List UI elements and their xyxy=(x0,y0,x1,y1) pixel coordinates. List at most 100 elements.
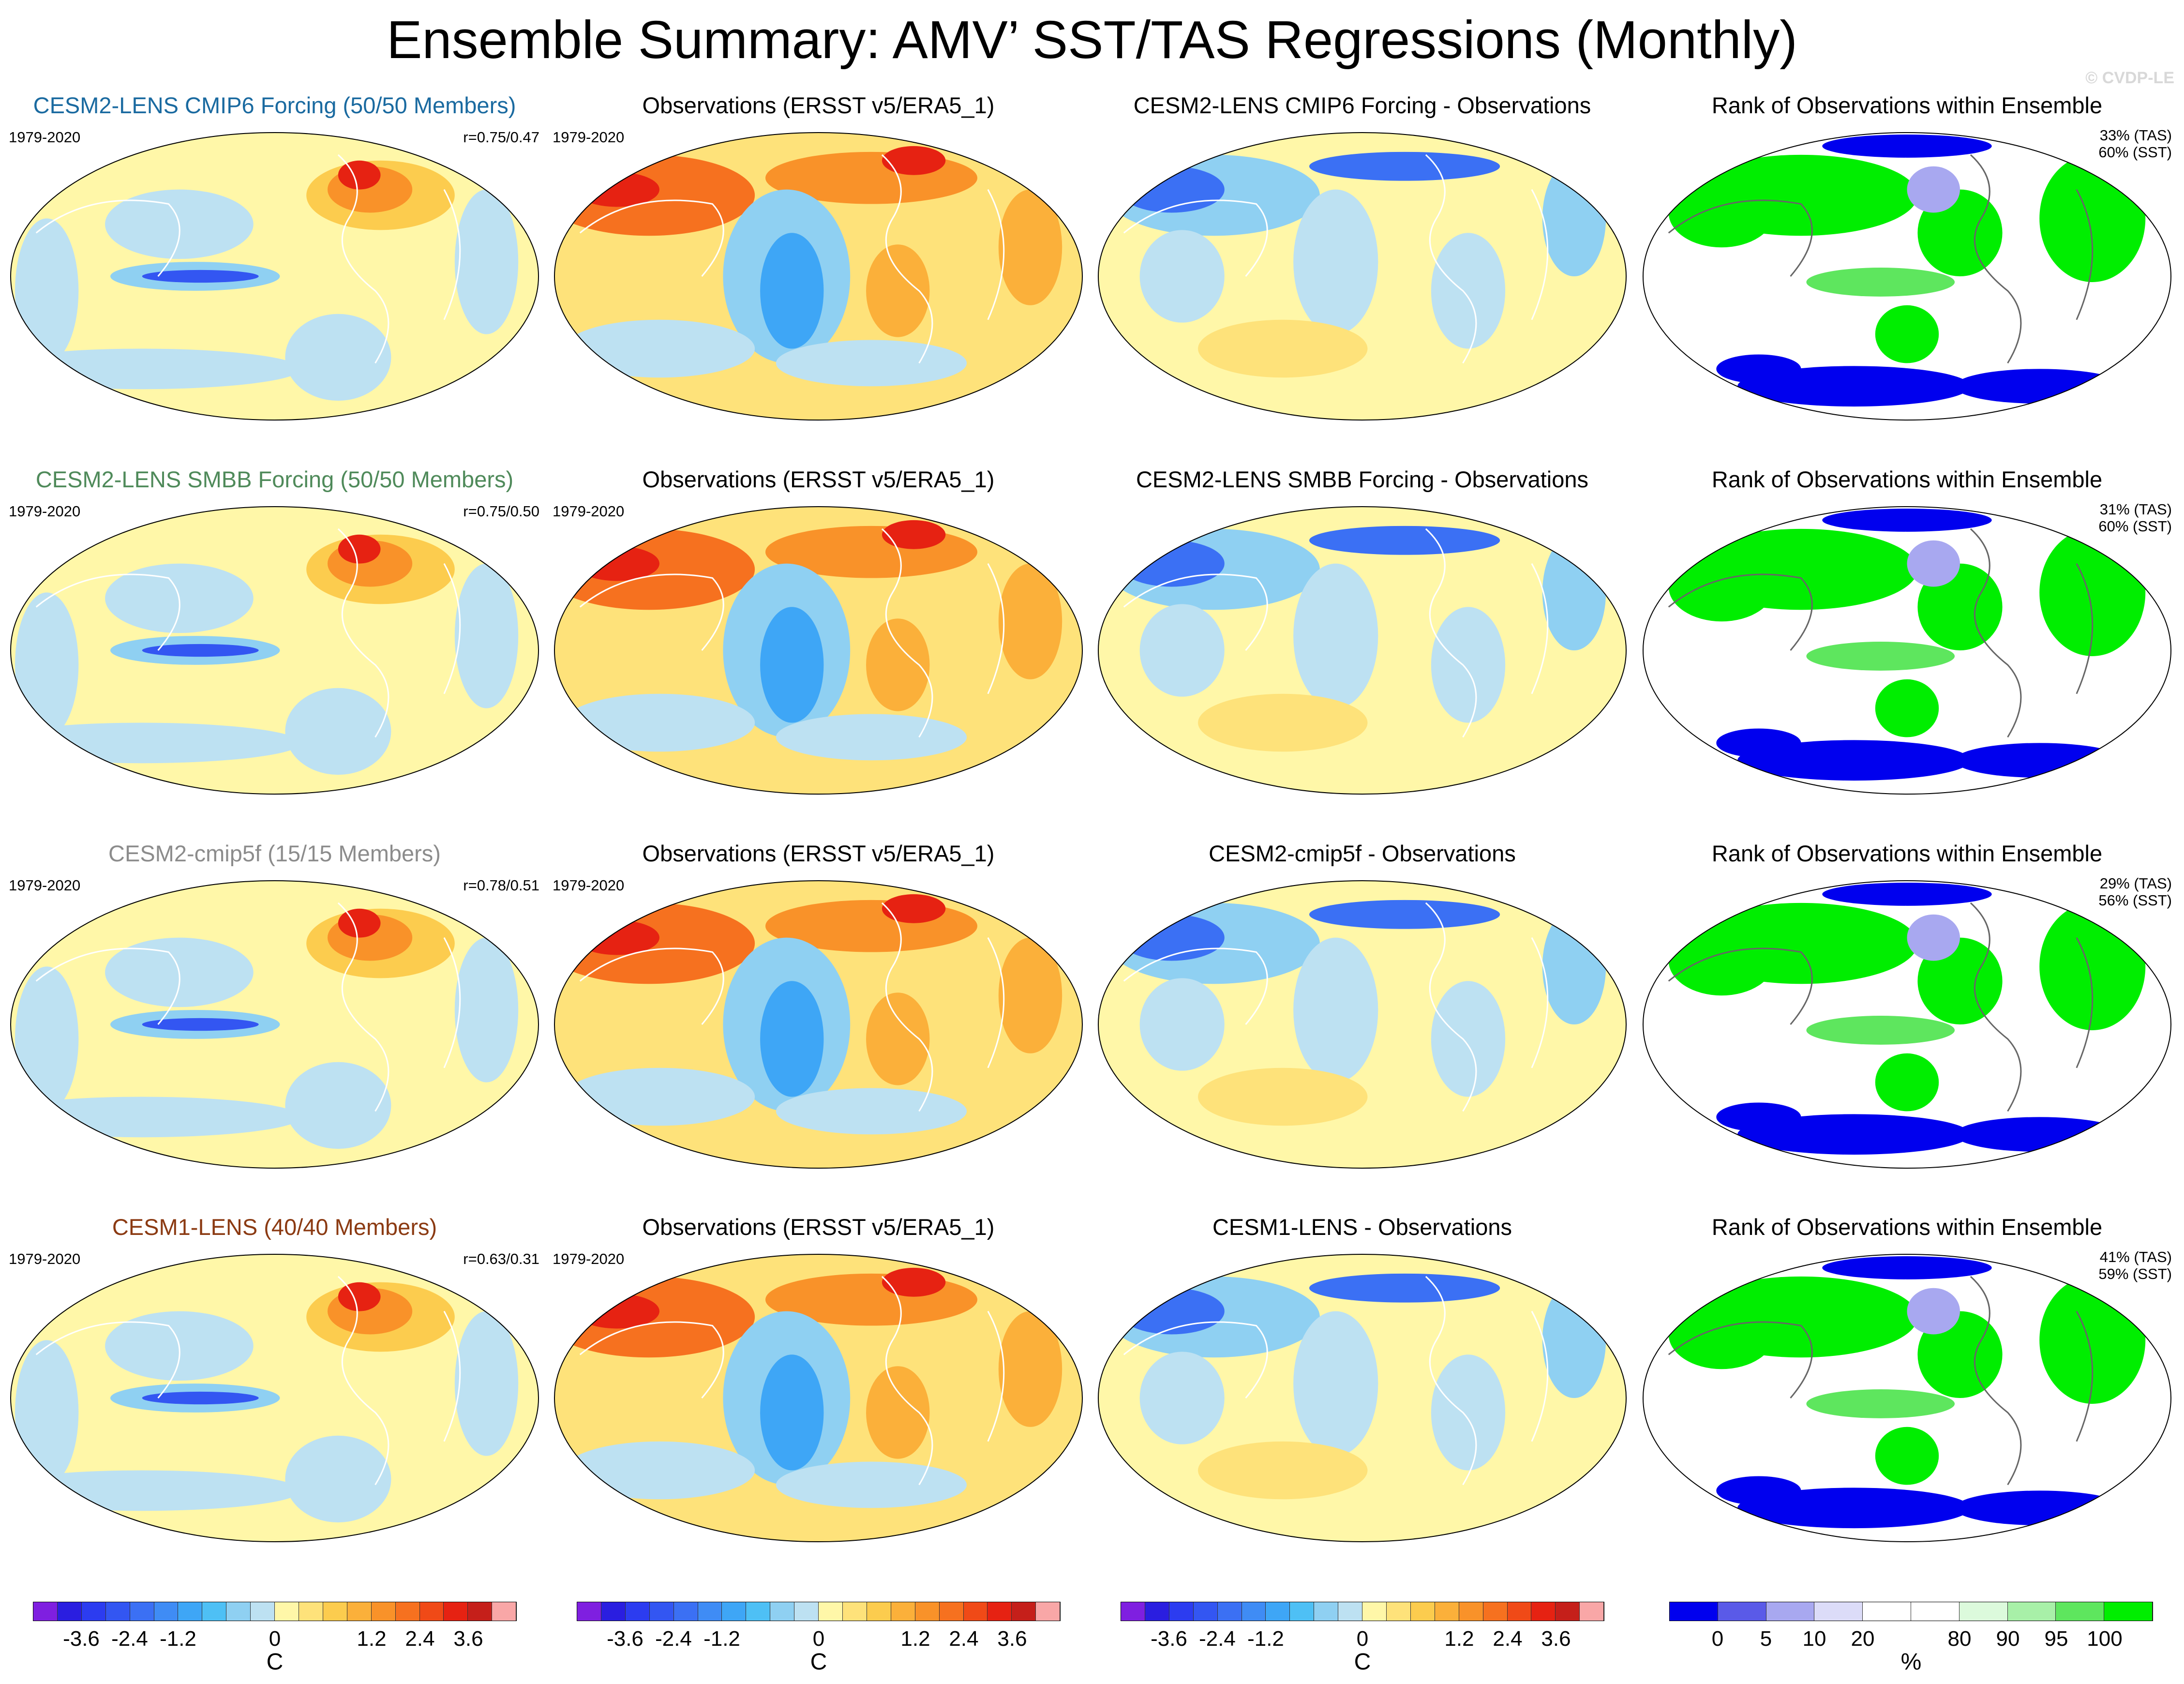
obs-map xyxy=(554,880,1083,1169)
colorbar-swatch xyxy=(2007,1602,2056,1621)
colorbar-swatch xyxy=(770,1602,795,1621)
colorbar-swatch xyxy=(1670,1602,1718,1621)
model-panel-title: CESM2-cmip5f (15/15 Members) xyxy=(108,841,441,866)
period-label: 1979-2020 xyxy=(553,1250,625,1267)
colorbar-tick-label: 0 xyxy=(269,1627,281,1651)
colorbar-swatch xyxy=(1435,1602,1459,1621)
figure-title: Ensemble Summary: AMV’ SST/TAS Regressio… xyxy=(387,10,1797,70)
colorbar-swatch xyxy=(1145,1602,1169,1621)
colorbar-unit: C xyxy=(810,1649,827,1675)
cvdp-credit: © CVDP-LE xyxy=(2085,69,2174,87)
period-label: 1979-2020 xyxy=(553,503,625,520)
diff-map xyxy=(1098,1254,1627,1542)
colorbar-swatch xyxy=(468,1602,493,1621)
rank-tas: 41% (TAS) xyxy=(2099,1248,2172,1265)
diff-map xyxy=(1098,506,1627,795)
colorbar-tick-label: 10 xyxy=(1802,1627,1826,1651)
colorbar-swatch xyxy=(251,1602,275,1621)
colorbar-tick-label: 100 xyxy=(2087,1627,2123,1651)
rank-map xyxy=(1643,880,2171,1169)
model-map xyxy=(10,880,539,1169)
colorbar-swatch xyxy=(226,1602,251,1621)
colorbar-tick-label: -1.2 xyxy=(160,1627,196,1651)
colorbar-tick-label: 5 xyxy=(1760,1627,1772,1651)
rank-tas: 31% (TAS) xyxy=(2099,501,2172,518)
rank-sst: 60% (SST) xyxy=(2098,144,2172,161)
rank-panel-title: Rank of Observations within Ensemble xyxy=(1711,1214,2103,1240)
colorbar-swatch xyxy=(1531,1602,1556,1621)
colorbar-swatch xyxy=(492,1602,517,1621)
rank-sst: 59% (SST) xyxy=(2098,1265,2172,1282)
pattern-correlation: r=0.75/0.50 xyxy=(463,503,539,520)
colorbar-swatch xyxy=(1169,1602,1194,1621)
diff-panel-title: CESM1-LENS - Observations xyxy=(1212,1214,1512,1240)
colorbar-swatch xyxy=(891,1602,915,1621)
colorbar-swatch xyxy=(1012,1602,1036,1621)
colorbar-swatch xyxy=(601,1602,626,1621)
colorbar-swatch xyxy=(154,1602,179,1621)
rank-tas: 33% (TAS) xyxy=(2099,127,2172,144)
colorbar-tick-label: 2.4 xyxy=(1493,1627,1523,1651)
obs-panel-title: Observations (ERSST v5/ERA5_1) xyxy=(642,92,995,118)
diff-map xyxy=(1098,880,1627,1169)
colorbar-swatch xyxy=(625,1602,650,1621)
colorbar-tick-label: 3.6 xyxy=(453,1627,483,1651)
colorbar-swatch xyxy=(722,1602,747,1621)
colorbar-swatch xyxy=(1217,1602,1242,1621)
colorbar-swatch xyxy=(1556,1602,1580,1621)
period-label: 1979-2020 xyxy=(553,877,625,894)
colorbar-swatch xyxy=(1507,1602,1532,1621)
colorbar-swatch xyxy=(842,1602,867,1621)
model-panel-title: CESM2-LENS CMIP6 Forcing (50/50 Members) xyxy=(33,92,516,118)
colorbar-tick-label: 2.4 xyxy=(949,1627,979,1651)
diff-panel-title: CESM2-LENS SMBB Forcing - Observations xyxy=(1136,466,1589,492)
colorbar-tick-label: -1.2 xyxy=(703,1627,740,1651)
colorbar-swatch xyxy=(1314,1602,1339,1621)
colorbar-tick-label: 1.2 xyxy=(357,1627,387,1651)
colorbar-swatch xyxy=(819,1602,843,1621)
obs-panel-title: Observations (ERSST v5/ERA5_1) xyxy=(642,466,995,492)
colorbar-swatch xyxy=(1766,1602,1815,1621)
rank-panel-title: Rank of Observations within Ensemble xyxy=(1711,841,2103,866)
colorbar-swatch xyxy=(202,1602,227,1621)
colorbar-tick-label: -1.2 xyxy=(1247,1627,1284,1651)
colorbar-swatch xyxy=(444,1602,468,1621)
colorbar-swatch xyxy=(347,1602,372,1621)
rank-tas: 29% (TAS) xyxy=(2099,875,2172,892)
diff-panel-title: CESM2-cmip5f - Observations xyxy=(1209,841,1516,866)
diff-panel-title: CESM2-LENS CMIP6 Forcing - Observations xyxy=(1133,92,1591,118)
colorbar-swatch xyxy=(939,1602,964,1621)
colorbar-tick-label: -3.6 xyxy=(1151,1627,1187,1651)
rank-panel-title: Rank of Observations within Ensemble xyxy=(1711,466,2103,492)
colorbar-tick-label: 1.2 xyxy=(1444,1627,1474,1651)
temperature-colorbar xyxy=(1121,1602,1604,1621)
colorbar-swatch xyxy=(1386,1602,1411,1621)
colorbar-swatch xyxy=(1814,1602,1863,1621)
colorbar-unit: % xyxy=(1900,1649,1922,1675)
colorbar-swatch xyxy=(1193,1602,1218,1621)
colorbar-swatch xyxy=(963,1602,988,1621)
colorbar-swatch xyxy=(1036,1602,1061,1621)
obs-map xyxy=(554,132,1083,421)
colorbar-swatch xyxy=(746,1602,771,1621)
rank-panel-title: Rank of Observations within Ensemble xyxy=(1711,92,2103,118)
colorbar-swatch xyxy=(33,1602,58,1621)
model-panel-title: CESM1-LENS (40/40 Members) xyxy=(112,1214,437,1240)
colorbar-swatch xyxy=(395,1602,420,1621)
colorbar-swatch xyxy=(577,1602,601,1621)
colorbar-swatch xyxy=(419,1602,444,1621)
colorbar-swatch xyxy=(2056,1602,2105,1621)
colorbar-swatch xyxy=(130,1602,154,1621)
colorbar-tick-label: 95 xyxy=(2044,1627,2068,1651)
colorbar-tick-label: 80 xyxy=(1947,1627,1972,1651)
colorbar-tick-label: -2.4 xyxy=(655,1627,692,1651)
period-label: 1979-2020 xyxy=(9,503,81,520)
colorbar-tick-label: 0 xyxy=(1711,1627,1724,1651)
colorbar-swatch xyxy=(1911,1602,1960,1621)
pattern-correlation: r=0.63/0.31 xyxy=(463,1250,539,1267)
colorbar-swatch xyxy=(2104,1602,2153,1621)
obs-map xyxy=(554,1254,1083,1542)
colorbar-swatch xyxy=(673,1602,698,1621)
pattern-correlation: r=0.75/0.47 xyxy=(463,129,539,146)
rank-colorbar xyxy=(1669,1602,2153,1621)
